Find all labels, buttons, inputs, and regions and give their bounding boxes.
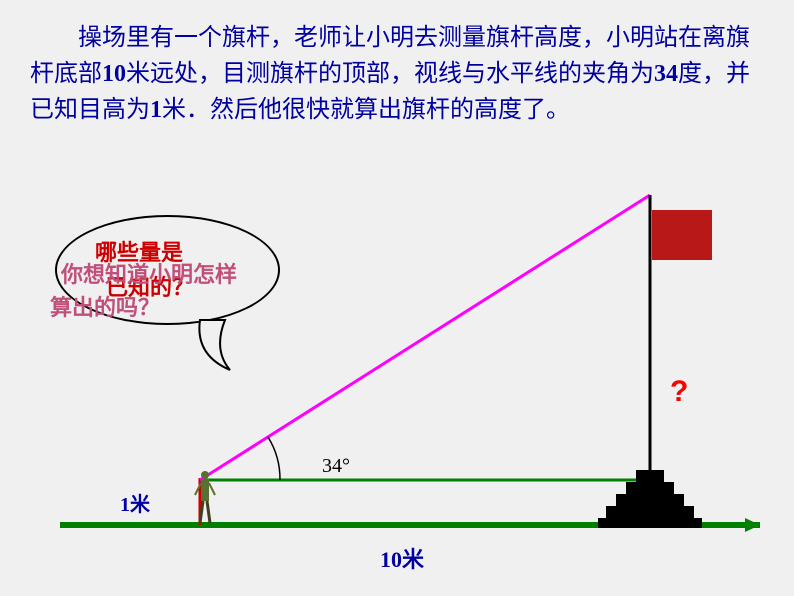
angle-arc [268, 437, 280, 480]
bubble-tail [195, 315, 245, 375]
flagpole-base [598, 470, 702, 528]
hand-line1: 你想知道小明怎样 [50, 262, 237, 287]
label-unknown: ? [670, 375, 688, 409]
text-part-4: 米．然后他很快就算出旗杆的高度了。 [162, 97, 570, 123]
person-figure [195, 471, 215, 523]
ground-arrow [745, 518, 760, 532]
flag [652, 210, 712, 260]
angle-value: 34 [654, 61, 678, 87]
text-part-2: 米远处，目测旗杆的顶部，视线与水平线的夹角为 [126, 61, 654, 87]
label-distance: 10米 [380, 542, 424, 574]
problem-text: 操场里有一个旗杆，老师让小明去测量旗杆高度，小明站在离旗杆底部10米远处，目测旗… [0, 0, 794, 138]
label-angle: 34° [322, 455, 350, 478]
eye-height-value: 1 [150, 97, 162, 123]
label-eye-height: 1米 [120, 488, 150, 517]
handwritten-note: 你想知道小明怎样 算出的吗？ [50, 258, 237, 324]
distance-value: 10 [102, 61, 126, 87]
hand-line2: 算出的吗？ [50, 295, 160, 320]
